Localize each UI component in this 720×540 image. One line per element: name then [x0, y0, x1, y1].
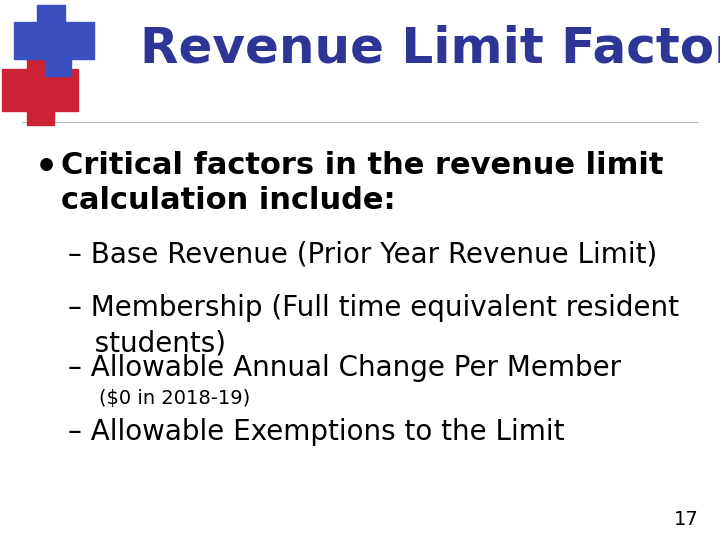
Text: – Base Revenue (Prior Year Revenue Limit): – Base Revenue (Prior Year Revenue Limit… [68, 240, 657, 268]
Text: 17: 17 [674, 510, 698, 529]
Polygon shape [2, 57, 78, 125]
Text: •: • [35, 151, 58, 185]
Text: – Membership (Full time equivalent resident: – Membership (Full time equivalent resid… [68, 294, 680, 322]
Text: Critical factors in the revenue limit: Critical factors in the revenue limit [61, 151, 664, 180]
Text: ($0 in 2018-19): ($0 in 2018-19) [99, 389, 251, 408]
Text: – Allowable Exemptions to the Limit: – Allowable Exemptions to the Limit [68, 418, 565, 447]
Text: Revenue Limit Factors: Revenue Limit Factors [140, 25, 720, 72]
Text: students): students) [68, 329, 226, 357]
Polygon shape [14, 5, 94, 76]
Text: – Allowable Annual Change Per Member: – Allowable Annual Change Per Member [68, 354, 621, 382]
Text: calculation include:: calculation include: [61, 186, 396, 215]
